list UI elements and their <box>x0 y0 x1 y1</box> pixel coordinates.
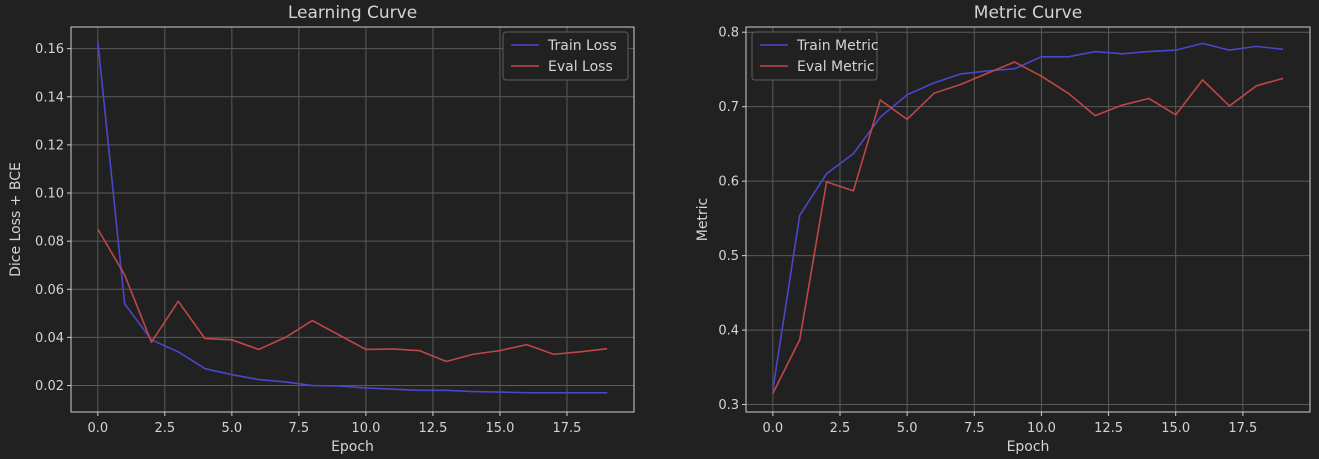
metric-curve-y-tick-label: 0.4 <box>718 324 739 339</box>
learning-curve-series-train-loss <box>97 41 608 394</box>
metric-curve-y-tick-label: 0.6 <box>718 175 739 190</box>
metric-curve-x-tick-label: 12.5 <box>1094 421 1123 436</box>
learning-curve-y-tick-label: 0.02 <box>35 379 64 394</box>
learning-curve-legend: Train Loss Eval Loss <box>502 31 629 81</box>
learning-curve-x-tick-label: 12.5 <box>418 421 447 436</box>
learning-curve-y-tick-label: 0.16 <box>35 42 64 57</box>
metric-curve-title: Metric Curve <box>974 3 1082 23</box>
metric-curve-x-tick-label: 17.5 <box>1228 421 1257 436</box>
learning-curve-x-tick-label: 15.0 <box>485 421 514 436</box>
metric-curve-x-tick-label: 10.0 <box>1027 421 1056 436</box>
metric-curve-series-train-metric <box>772 42 1284 390</box>
metric-curve-series-eval-metric <box>772 61 1284 394</box>
learning-curve-legend-label: Train Loss <box>547 38 617 54</box>
learning-curve-x-tick-label: 5.0 <box>222 421 243 436</box>
learning-curve-chart: 0.0 2.5 5.0 7.5 10.0 12.5 15.0 17.5 0.02 0.04 0.06… <box>8 3 635 455</box>
metric-curve-y-tick-label: 0.5 <box>718 249 739 264</box>
metric-curve-x-tick-label: 7.5 <box>964 421 985 436</box>
metric-curve-y-tick-label: 0.8 <box>718 26 739 41</box>
metric-curve-x-tick-label: 0.0 <box>763 421 784 436</box>
metric-curve-chart: 0.0 2.5 5.0 7.5 10.0 12.5 15.0 17.5 0.3 0.4 0.5 0.6… <box>695 3 1311 455</box>
learning-curve-y-axis-label: Dice Loss + BCE <box>8 162 24 277</box>
learning-curve-y-tick-label: 0.10 <box>35 187 64 202</box>
metric-curve-legend-box <box>751 31 878 81</box>
learning-curve-y-tick-label: 0.06 <box>35 283 64 298</box>
metric-curve-legend: Train Metric Eval Metric <box>751 31 879 81</box>
learning-curve-plot-frame <box>70 26 635 413</box>
metric-curve-legend-label: Eval Metric <box>797 59 875 75</box>
learning-curve-y-tick-label: 0.04 <box>35 331 64 346</box>
metric-curve-x-tick-label: 15.0 <box>1161 421 1190 436</box>
learning-curve-x-tick-label: 17.5 <box>552 421 581 436</box>
learning-curve-series-eval-loss <box>97 228 608 363</box>
metric-curve-x-tick-label: 2.5 <box>830 421 851 436</box>
learning-curve-x-tick-label: 10.0 <box>351 421 380 436</box>
metric-curve-y-axis-label: Metric <box>695 198 711 242</box>
metric-curve-legend-label: Train Metric <box>796 38 879 54</box>
learning-curve-legend-label: Eval Loss <box>548 59 613 75</box>
learning-curve-title: Learning Curve <box>288 3 417 23</box>
learning-curve-x-axis-label: Epoch <box>331 439 374 455</box>
learning-curve-x-tick-label: 0.0 <box>87 421 108 436</box>
metric-curve-y-tick-label: 0.3 <box>718 398 739 413</box>
metric-curve-x-axis-label: Epoch <box>1007 439 1050 455</box>
learning-curve-y-tick-label: 0.08 <box>35 235 64 250</box>
learning-curve-legend-box <box>502 31 629 81</box>
metric-curve-y-tick-label: 0.7 <box>718 100 739 115</box>
learning-curve-x-tick-label: 7.5 <box>289 421 310 436</box>
metric-curve-plot-frame <box>745 26 1311 413</box>
learning-curve-y-tick-label: 0.14 <box>35 90 64 105</box>
metric-curve-x-tick-label: 5.0 <box>897 421 918 436</box>
learning-curve-y-tick-label: 0.12 <box>35 138 64 153</box>
learning-curve-x-tick-label: 2.5 <box>154 421 175 436</box>
